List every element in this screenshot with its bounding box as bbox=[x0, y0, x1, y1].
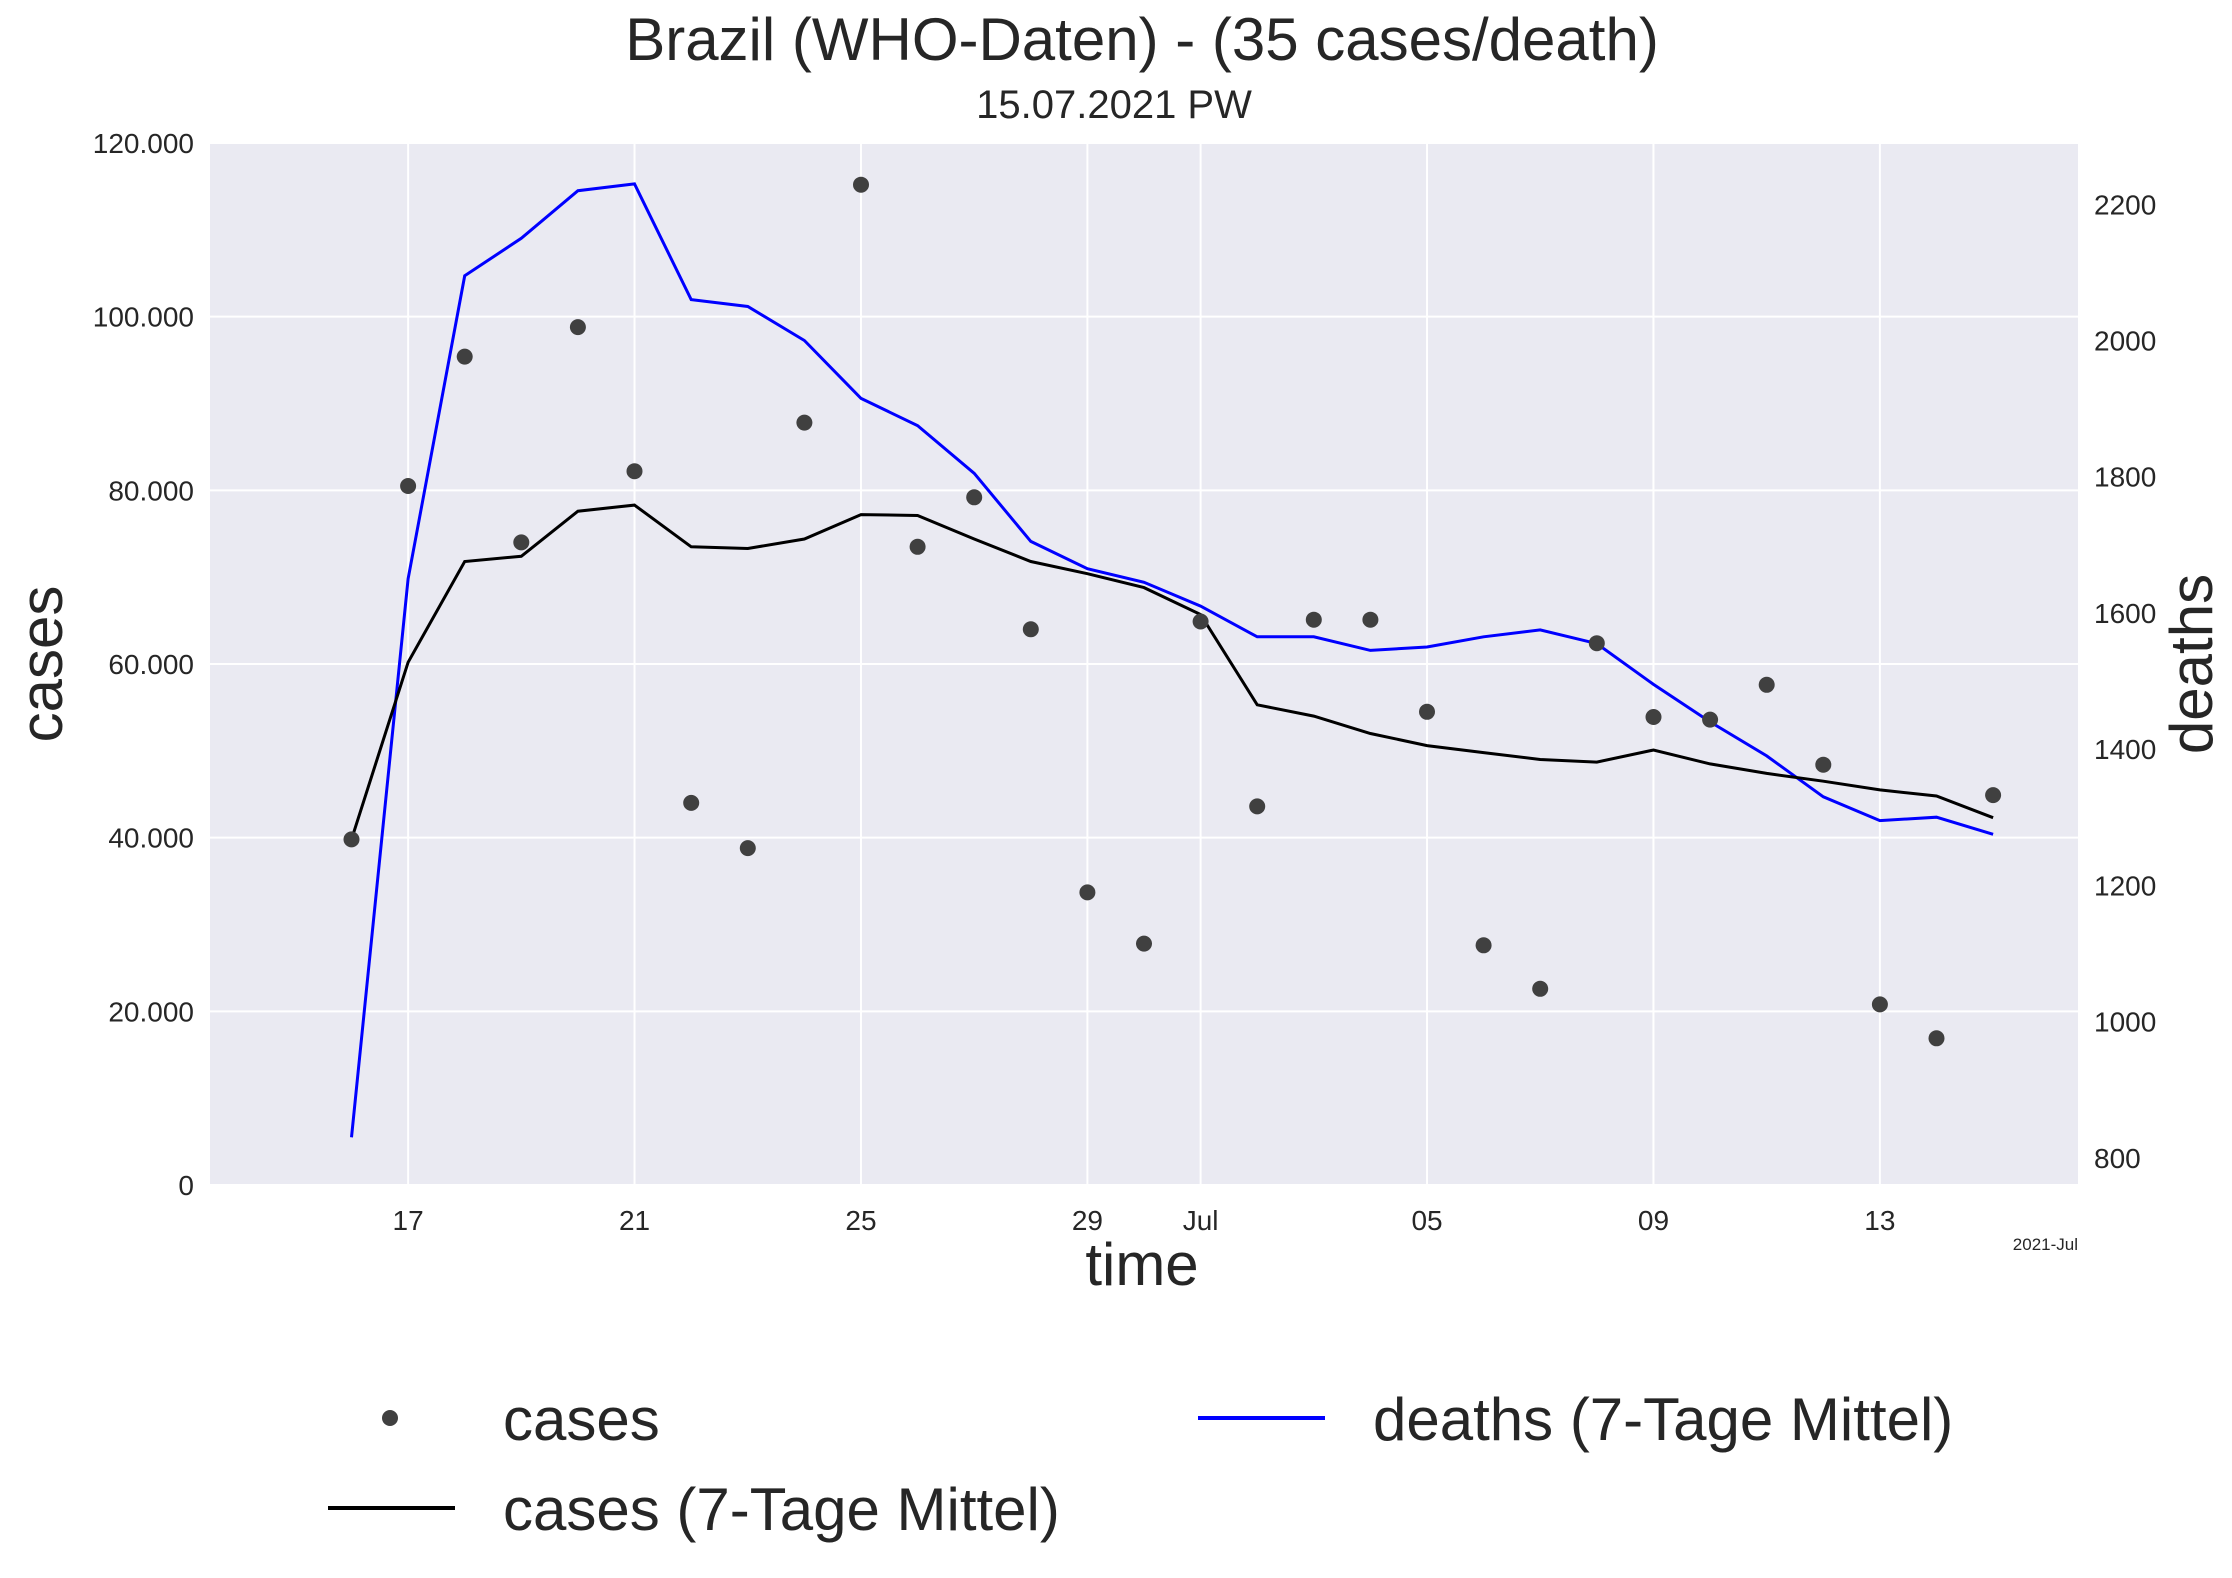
cases-point bbox=[400, 478, 417, 494]
cases-point bbox=[683, 794, 700, 811]
gridlines bbox=[210, 142, 2078, 1186]
x-tick-label: 05 bbox=[1411, 1205, 1442, 1236]
y2-tick-label: 1000 bbox=[2094, 1007, 2156, 1038]
y2-tick-label: 1200 bbox=[2094, 870, 2156, 901]
x-offset-label: 2021-Jul bbox=[2013, 1235, 2078, 1254]
cases-point bbox=[1532, 980, 1549, 997]
cases-point bbox=[513, 534, 530, 551]
cases-point bbox=[1305, 611, 1322, 628]
x-tick-label: 17 bbox=[393, 1205, 424, 1236]
y-tick-label: 40.000 bbox=[108, 823, 194, 854]
cases-point bbox=[1985, 787, 2002, 804]
y2-tick-label: 800 bbox=[2094, 1143, 2141, 1174]
x-tick-label: 21 bbox=[619, 1205, 650, 1236]
cases-point bbox=[456, 348, 473, 365]
legend: cases cases (7-Tage Mittel) deaths (7-Ta… bbox=[328, 1386, 1953, 1543]
cases-point bbox=[1871, 996, 1888, 1013]
cases-scatter-series bbox=[343, 176, 2002, 1047]
cases-point bbox=[569, 319, 586, 336]
cases-point bbox=[1815, 756, 1832, 773]
y2-tick-label: 1800 bbox=[2094, 462, 2156, 493]
y2-tick-label: 2000 bbox=[2094, 326, 2156, 357]
y-tick-label: 0 bbox=[178, 1170, 194, 1201]
x-tick-label: 25 bbox=[845, 1205, 876, 1236]
y-tick-label: 80.000 bbox=[108, 475, 194, 506]
x-tick-label: Jul bbox=[1183, 1205, 1219, 1236]
cases-point bbox=[1758, 676, 1775, 693]
deaths-avg-series bbox=[350, 182, 1994, 1138]
x-tick-label: 13 bbox=[1864, 1205, 1895, 1236]
cases-point bbox=[1702, 711, 1719, 728]
cases-point bbox=[853, 176, 869, 193]
cases-point bbox=[1022, 621, 1039, 638]
y-axis-ticks: 0 20.000 40.000 60.000 80.000 100.000 120.000 bbox=[93, 128, 194, 1201]
cases-point bbox=[1192, 613, 1209, 630]
legend-deaths-avg-label: deaths (7-Tage Mittel) bbox=[1373, 1386, 1953, 1453]
y-axis-label: cases bbox=[8, 586, 75, 743]
x-tick-label: 29 bbox=[1072, 1205, 1103, 1236]
x-tick-label: 09 bbox=[1638, 1205, 1669, 1236]
y-tick-label: 100.000 bbox=[93, 302, 194, 333]
cases-point bbox=[1362, 611, 1379, 628]
chart-subtitle: 15.07.2021 PW bbox=[976, 83, 1252, 127]
cases-point bbox=[966, 489, 983, 506]
cases-point bbox=[1136, 935, 1152, 952]
cases-avg-line bbox=[350, 503, 1994, 840]
y2-axis-ticks: 800 1000 1200 1400 1600 1800 2000 2200 bbox=[2094, 189, 2156, 1173]
cases-point bbox=[1928, 1030, 1945, 1047]
cases-point bbox=[343, 831, 360, 848]
y-tick-label: 60.000 bbox=[108, 649, 194, 680]
cases-avg-series bbox=[350, 503, 1994, 840]
y2-tick-label: 1400 bbox=[2094, 734, 2156, 765]
cases-point bbox=[1645, 709, 1662, 725]
cases-point bbox=[1249, 798, 1266, 815]
cases-point bbox=[1475, 937, 1492, 954]
legend-cases-avg-label: cases (7-Tage Mittel) bbox=[503, 1476, 1060, 1543]
y-tick-label: 120.000 bbox=[93, 128, 194, 159]
legend-cases-marker bbox=[382, 1410, 398, 1426]
y2-tick-label: 1600 bbox=[2094, 598, 2156, 629]
cases-point bbox=[1079, 884, 1096, 901]
x-axis-label: time bbox=[1085, 1231, 1198, 1298]
cases-point bbox=[1588, 635, 1605, 652]
y2-axis-label: deaths bbox=[2158, 574, 2225, 754]
cases-point bbox=[739, 840, 756, 857]
y2-tick-label: 2200 bbox=[2094, 189, 2156, 220]
cases-point bbox=[626, 463, 643, 480]
cases-point bbox=[796, 414, 813, 431]
cases-point bbox=[909, 538, 926, 555]
x-axis-ticks: 17 21 25 29 Jul 05 09 13 bbox=[393, 1205, 1896, 1236]
deaths-avg-line bbox=[350, 182, 1994, 1138]
legend-cases-label: cases bbox=[503, 1386, 660, 1453]
cases-point bbox=[1419, 703, 1435, 720]
y-tick-label: 20.000 bbox=[108, 996, 194, 1027]
chart-title: Brazil (WHO-Daten) - (35 cases/death) bbox=[625, 6, 1659, 73]
